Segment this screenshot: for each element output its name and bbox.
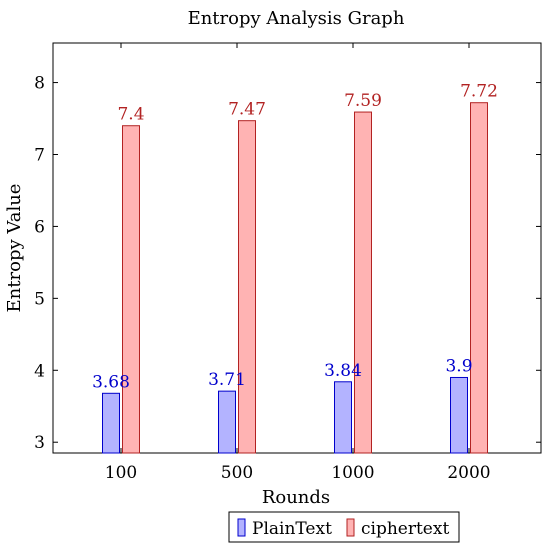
legend-swatch-ciphertext — [346, 518, 355, 537]
y-axis-label: Entropy Value — [4, 184, 25, 313]
data-label-plaintext-1000: 3.84 — [324, 361, 362, 381]
bar-plaintext-2000 — [450, 376, 468, 454]
legend-swatch-plaintext — [237, 518, 246, 537]
bar-ciphertext-500 — [238, 120, 256, 454]
data-label-ciphertext-2000: 7.72 — [460, 82, 498, 102]
x-tick-label: 1000 — [331, 463, 374, 483]
x-axis-label: Rounds — [262, 487, 330, 508]
bar-plaintext-1000 — [334, 381, 352, 454]
x-axis: 100 500 1000 2000 — [105, 43, 491, 483]
x-tick-label: 100 — [105, 463, 137, 483]
legend-label-ciphertext: ciphertext — [361, 519, 449, 539]
data-label-plaintext-2000: 3.9 — [445, 356, 472, 376]
x-tick-label: 500 — [221, 463, 253, 483]
legend-label-plaintext: PlainText — [252, 519, 332, 539]
data-label-plaintext-500: 3.71 — [208, 370, 246, 390]
bar-ciphertext-1000 — [354, 111, 372, 454]
plot-frame — [52, 42, 542, 454]
bar-plaintext-500 — [218, 390, 236, 454]
y-tick-label: 6 — [34, 217, 45, 237]
y-tick-label: 3 — [34, 433, 45, 453]
bar-ciphertext-100 — [122, 125, 140, 454]
y-tick-label: 5 — [34, 289, 45, 309]
bar-ciphertext-2000 — [470, 102, 488, 454]
data-label-ciphertext-500: 7.47 — [228, 100, 266, 120]
bar-plaintext-100 — [102, 392, 120, 454]
bars-group — [102, 102, 488, 454]
y-axis: 3 4 5 6 7 8 — [34, 74, 541, 453]
x-tick-label: 2000 — [447, 463, 490, 483]
legend-box — [228, 511, 460, 543]
data-labels-group: 3.68 3.71 3.84 3.9 7.4 7.47 7.59 7.72 — [92, 82, 498, 393]
data-label-ciphertext-1000: 7.59 — [344, 91, 382, 111]
y-tick-label: 4 — [34, 361, 45, 381]
y-tick-label: 8 — [34, 74, 45, 94]
data-label-plaintext-100: 3.68 — [92, 372, 130, 392]
chart-title: Entropy Analysis Graph — [188, 8, 405, 29]
y-tick-label: 7 — [34, 145, 45, 165]
legend: PlainText ciphertext — [228, 511, 460, 543]
data-label-ciphertext-100: 7.4 — [117, 105, 144, 125]
